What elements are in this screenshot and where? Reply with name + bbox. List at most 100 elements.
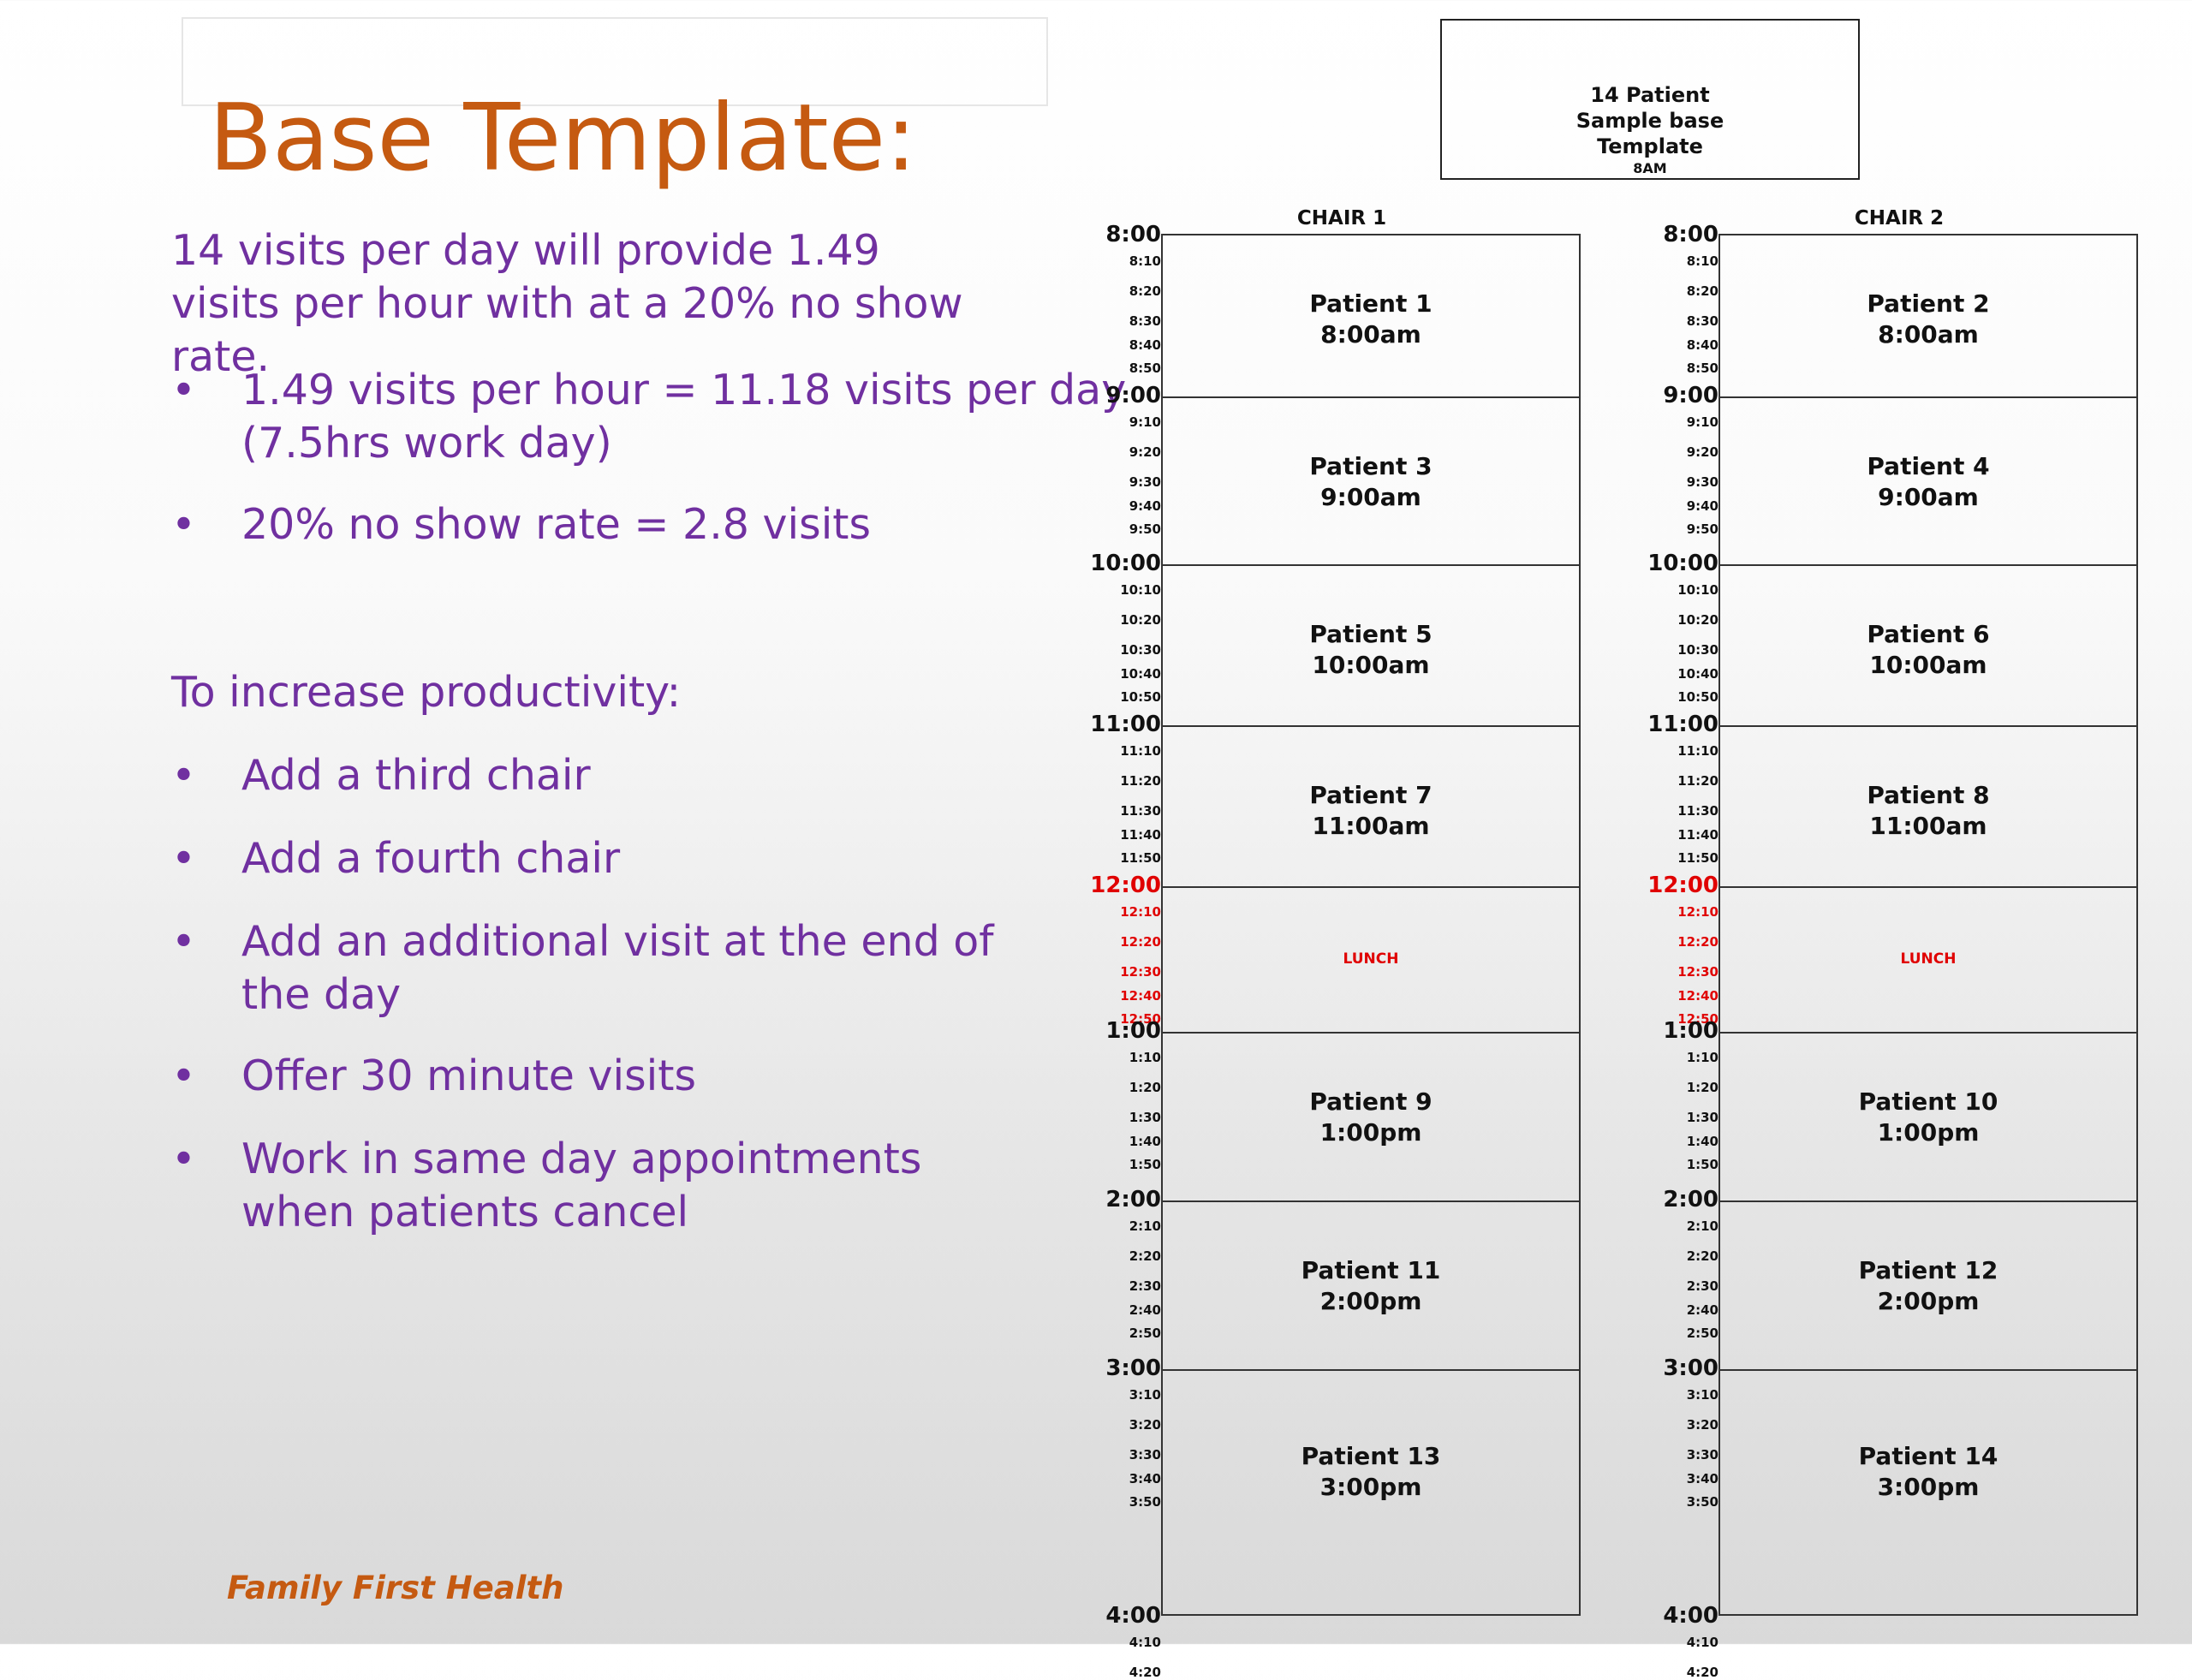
minute-label: 8:50: [1686, 360, 1718, 376]
minute-label: 11:40: [1677, 827, 1718, 843]
minute-label: 2:30: [1129, 1278, 1161, 1294]
hour-label: 4:00: [1663, 1603, 1718, 1629]
slide-title: Base Template:: [209, 85, 917, 192]
hour-label: 10:00: [1647, 551, 1718, 576]
appointment-slot: Patient 9 1:00pm: [1163, 1032, 1579, 1200]
minute-label: 1:30: [1686, 1110, 1718, 1125]
patient-name: Patient 11: [1301, 1256, 1441, 1284]
minute-label: 1:10: [1129, 1050, 1161, 1065]
slot-text: Patient 1 8:00am: [1163, 289, 1579, 350]
minute-label: 12:50: [1120, 1011, 1161, 1027]
minute-label: 1:40: [1686, 1134, 1718, 1149]
slot-text: Patient 12 2:00pm: [1720, 1255, 2136, 1317]
minute-label: 4:10: [1686, 1635, 1718, 1650]
minute-label: 1:50: [1129, 1157, 1161, 1172]
patient-name: Patient 8: [1867, 781, 1990, 809]
appointment-slot: Patient 7 11:00am: [1163, 725, 1579, 886]
minute-label: 8:50: [1129, 360, 1161, 376]
template-header-line: 14 Patient: [1590, 83, 1710, 107]
patient-name: Patient 6: [1867, 620, 1990, 648]
appointment-slot: Patient 1 8:00am: [1163, 235, 1579, 396]
minute-label: 9:30: [1129, 474, 1161, 490]
appointment-time: 8:00am: [1878, 320, 1979, 349]
minute-label: 3:30: [1686, 1447, 1718, 1463]
appointment-time: 8:00am: [1320, 320, 1421, 349]
minute-label: 3:50: [1129, 1494, 1161, 1510]
minute-label: 8:20: [1686, 283, 1718, 299]
hour-label: 2:00: [1663, 1187, 1718, 1212]
minute-label: 3:40: [1686, 1471, 1718, 1486]
minute-label: 3:10: [1686, 1387, 1718, 1403]
appointment-slot: Patient 4 9:00am: [1720, 396, 2136, 564]
bullet-dot: •: [171, 366, 196, 414]
appointment-time: 9:00am: [1320, 483, 1421, 511]
slot-text: Patient 9 1:00pm: [1163, 1087, 1579, 1148]
minute-label: 8:10: [1686, 253, 1718, 269]
minute-label: 2:20: [1129, 1248, 1161, 1264]
chair-1-label: CHAIR 1: [1296, 207, 1387, 229]
slot-text: LUNCH: [1163, 950, 1579, 968]
template-header-start: 8AM: [1633, 160, 1667, 176]
appointment-slot: Patient 10 1:00pm: [1720, 1032, 2136, 1200]
minute-label: 2:10: [1686, 1218, 1718, 1234]
bullet-text: Add a third chair: [241, 751, 591, 800]
patient-name: Patient 2: [1867, 289, 1990, 318]
patient-name: Patient 10: [1858, 1087, 1998, 1116]
minute-label: 2:10: [1129, 1218, 1161, 1234]
minute-label: 2:50: [1686, 1326, 1718, 1341]
minute-label: 8:40: [1686, 337, 1718, 353]
minute-label: 3:50: [1686, 1494, 1718, 1510]
appointment-time: 3:00pm: [1877, 1473, 1980, 1501]
minute-label: 12:50: [1677, 1011, 1718, 1027]
minute-label: 9:50: [1686, 521, 1718, 537]
patient-name: Patient 1: [1309, 289, 1433, 318]
lunch-slot: LUNCH: [1720, 886, 2136, 1032]
appointment-time: 1:00pm: [1319, 1118, 1422, 1147]
hour-label: 8:00: [1663, 222, 1718, 247]
hour-label: 2:00: [1105, 1187, 1161, 1212]
slot-text: Patient 4 9:00am: [1720, 451, 2136, 513]
appointment-time: 11:00am: [1312, 812, 1430, 840]
appointment-time: 11:00am: [1869, 812, 1987, 840]
patient-name: Patient 3: [1309, 452, 1433, 480]
appointment-slot: Patient 3 9:00am: [1163, 396, 1579, 564]
chair-2-time-column: 8:00 8:10 8:20 8:30 8:40 8:50 9:00 9:10 9:20 9:30…: [1647, 0, 1718, 1679]
bullet-dot: •: [171, 500, 196, 549]
minute-label: 12:30: [1677, 964, 1718, 980]
minute-label: 11:10: [1120, 743, 1161, 759]
minute-label: 10:20: [1120, 612, 1161, 628]
minute-label: 1:40: [1129, 1134, 1161, 1149]
bullet-dot: •: [171, 751, 196, 800]
bullet-text: Add a fourth chair: [241, 834, 621, 883]
chair-1-time-column: 8:00 8:10 8:20 8:30 8:40 8:50 9:00 9:10 9:20 9:30…: [1090, 0, 1161, 1679]
appointment-time: 10:00am: [1869, 651, 1987, 679]
minute-label: 3:20: [1129, 1417, 1161, 1433]
minute-label: 12:10: [1677, 904, 1718, 920]
minute-label: 1:20: [1129, 1080, 1161, 1095]
minute-label: 1:30: [1129, 1110, 1161, 1125]
bullet-dot: •: [171, 1051, 196, 1100]
minute-label: 9:20: [1686, 444, 1718, 460]
minute-label: 10:20: [1677, 612, 1718, 628]
minute-label: 10:40: [1677, 666, 1718, 682]
bullet-dot: •: [171, 834, 196, 883]
minute-label: 11:50: [1120, 850, 1161, 866]
minute-label: 9:10: [1129, 414, 1161, 430]
slot-text: Patient 5 10:00am: [1163, 619, 1579, 681]
appointment-time: 1:00pm: [1877, 1118, 1980, 1147]
minute-label: 3:10: [1129, 1387, 1161, 1403]
appointment-slot: Patient 6 10:00am: [1720, 564, 2136, 725]
hour-label: 1:00: [1663, 1018, 1718, 1044]
minute-label: 8:40: [1129, 337, 1161, 353]
minute-label: 2:20: [1686, 1248, 1718, 1264]
minute-label: 10:10: [1120, 582, 1161, 598]
appointment-slot: Patient 2 8:00am: [1720, 235, 2136, 396]
hour-label: 9:00: [1105, 383, 1161, 408]
minute-label: 4:20: [1686, 1665, 1718, 1680]
minute-label: 12:20: [1120, 934, 1161, 950]
slot-text: Patient 8 11:00am: [1720, 780, 2136, 842]
patient-name: Patient 14: [1858, 1442, 1998, 1470]
minute-label: 12:40: [1677, 988, 1718, 1004]
chair-1-schedule-grid: Patient 1 8:00am Patient 3 9:00am Patient 5 1…: [1161, 234, 1581, 1616]
slot-text: Patient 6 10:00am: [1720, 619, 2136, 681]
